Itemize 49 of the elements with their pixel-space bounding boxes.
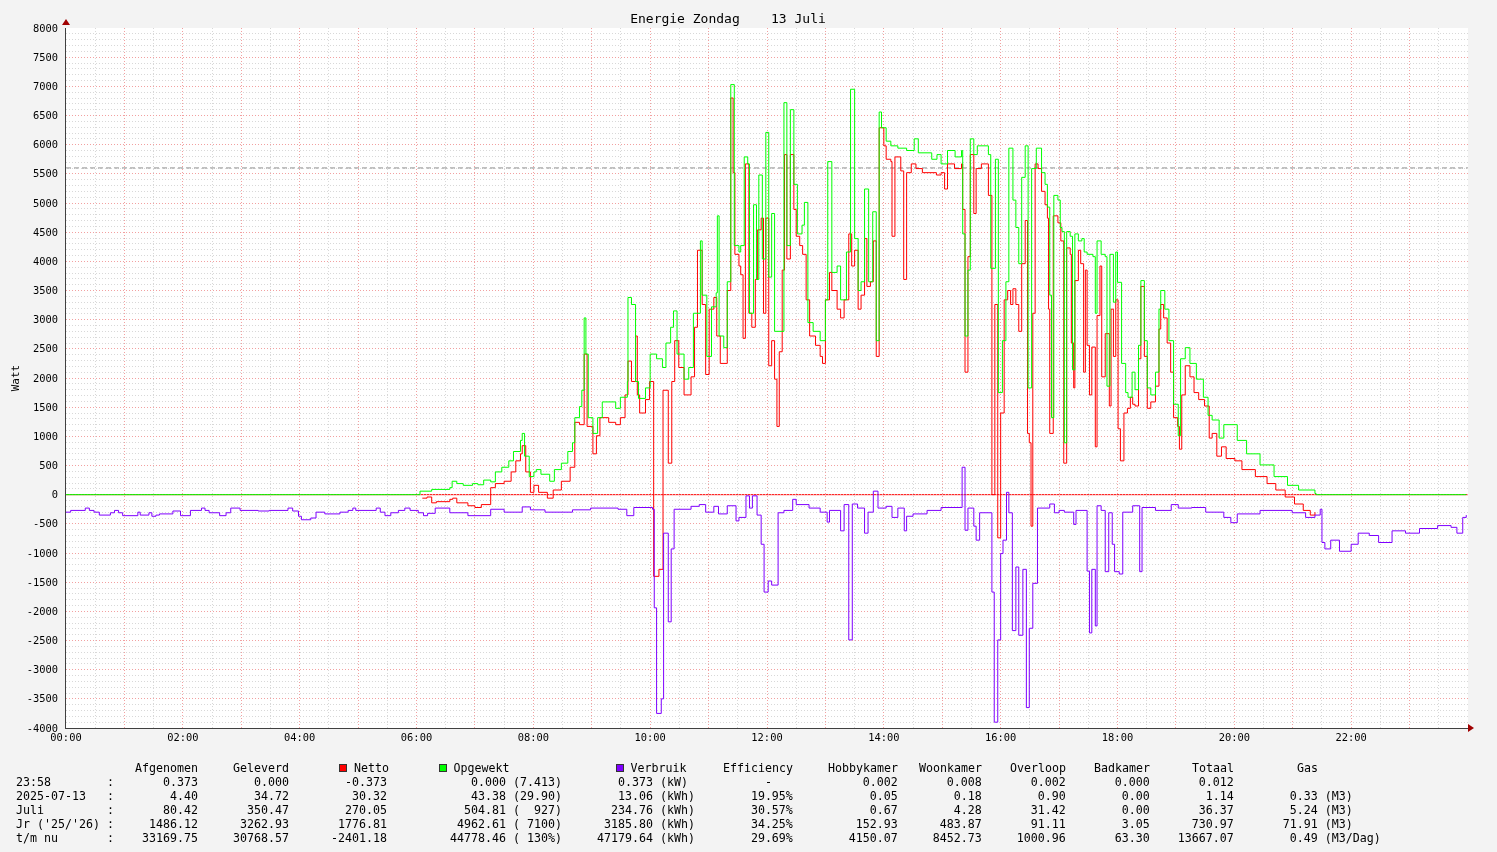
chart-title: Energie Zondag 13 Juli	[630, 11, 826, 26]
y-tick-label: -4000	[26, 721, 58, 734]
y-tick-label: 7000	[32, 79, 58, 92]
y-tick-label: -500	[32, 517, 58, 530]
text: t/m nu : 33169.75 30768.57 -2401.18 44778.46 ( 130%) 47179.64 (kWh) 29.69% 4150.07 8452.73 1000.96 63.30 13667.07 0.49 (M3/Dag)	[16, 831, 1381, 845]
y-tick-label: 1500	[32, 400, 58, 413]
x-tick-label: 16:00	[985, 731, 1017, 744]
x-tick-label: 02:00	[167, 731, 199, 744]
text: 2025-07-13 : 4.40 34.72 30.32 43.38 (29.90) 13.06 (kWh) 19.95% 0.05 0.18 0.90 0.00 1.14 0.33 (M3)	[16, 789, 1353, 803]
x-tick-label: 10:00	[634, 731, 666, 744]
y-tick-label: -1500	[26, 575, 58, 588]
y-tick-label: 4000	[32, 254, 58, 267]
legend-label: Verbruik	[630, 761, 687, 775]
x-tick-label: 06:00	[400, 731, 433, 744]
y-tick-label: 8000	[32, 21, 58, 34]
y-tick-label: -3000	[26, 663, 58, 676]
y-tick-label: 2000	[32, 371, 58, 384]
y-tick-label: 3500	[32, 284, 58, 297]
y-tick-label: 3000	[32, 313, 58, 326]
x-tick-label: 04:00	[284, 731, 316, 744]
y-tick-label: 500	[39, 459, 58, 472]
y-tick-label: -2000	[26, 604, 58, 617]
text: Efficiency Hobbykamer Woonkamer Overloop Badkamer Totaal Gas	[723, 761, 1318, 775]
x-tick-label: 18:00	[1101, 731, 1134, 744]
y-tick-label: 6000	[32, 138, 58, 151]
x-tick-label: 14:00	[868, 731, 900, 744]
y-tick-label: 7500	[32, 50, 58, 63]
y-tick-label: -3500	[26, 692, 58, 705]
legend-label: Opgewekt	[453, 761, 510, 775]
x-tick-label: 00:00	[50, 731, 82, 744]
y-tick-label: 4500	[32, 225, 58, 238]
x-tick-label: 20:00	[1218, 731, 1250, 744]
x-tick-label: 08:00	[517, 731, 549, 744]
text: Jr ('25/'26) : 1486.12 3262.93 1776.81 4962.61 ( 7100) 3185.80 (kWh) 34.25% 152.93 483.87 91.11 3.05 730.97 71.91 (M3)	[16, 817, 1353, 831]
text: 23:58 : 0.373 0.000 -0.373 0.000 (7.413) 0.373 (kW) - 0.002 0.008 0.002 0.000 0.012	[16, 775, 1234, 789]
y-tick-label: 5500	[32, 167, 58, 180]
y-tick-label: 2500	[32, 342, 58, 355]
text: Juli : 80.42 350.47 270.05 504.81 ( 927) 234.76 (kWh) 30.57% 0.67 4.28 31.42 0.00 36.37 5.24 (M3)	[16, 803, 1353, 817]
y-tick-label: 6500	[32, 109, 58, 122]
y-tick-label: 0	[51, 488, 58, 501]
legend-label: Netto	[354, 761, 390, 775]
y-tick-label: 1000	[32, 429, 58, 442]
x-tick-label: 12:00	[751, 731, 783, 744]
text: Afgenomen Geleverd	[135, 761, 289, 775]
y-tick-label: 5000	[32, 196, 58, 209]
y-tick-label: -1000	[26, 546, 58, 559]
y-axis-title: Watt	[9, 364, 23, 392]
x-tick-label: 22:00	[1335, 731, 1367, 744]
y-tick-label: -2500	[26, 634, 58, 647]
